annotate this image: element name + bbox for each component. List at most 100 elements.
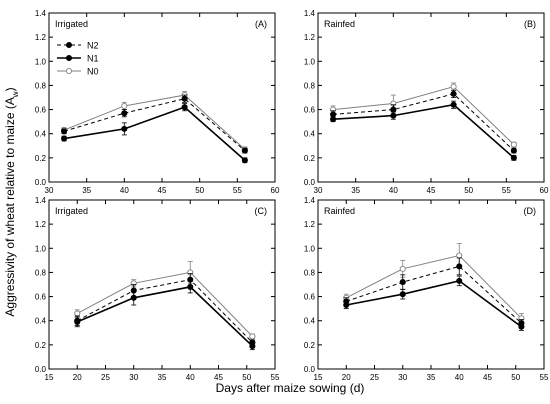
data-point [121,102,128,109]
data-point [518,323,525,330]
series-n0 [61,91,248,153]
data-point [121,110,128,117]
x-tick-label: 30 [314,186,323,195]
data-point [130,294,137,301]
data-point [74,310,81,317]
x-tick-label: 35 [82,186,91,195]
x-axis-title: Days after maize sowing (d) [216,381,365,395]
y-tick-label: 0.4 [304,130,316,139]
data-point [456,263,463,270]
series-line [333,86,515,145]
y-tick-label: 0.0 [304,365,316,374]
condition-label: Rainfed [324,19,355,29]
x-tick-label: 35 [158,373,167,382]
y-tick-label: 1.2 [304,33,316,42]
legend-marker [65,54,73,62]
y-axis-title-main: Aggressivity of wheat relative to maize … [3,97,17,316]
series-line [63,106,246,161]
y-tick-label: 0.4 [35,317,47,326]
panel-label: (A) [255,19,267,29]
series-n1 [74,280,256,351]
x-tick-label: 45 [483,373,492,382]
legend-label: N0 [87,67,99,77]
x-tick-label: 50 [464,186,473,195]
x-tick-label: 30 [398,373,407,382]
y-tick-label: 0.0 [304,178,316,187]
y-tick-label: 1.0 [304,57,316,66]
plot-frame [317,199,545,370]
y-tick-label: 1.4 [35,9,47,18]
data-point [181,104,188,111]
x-tick-label: 55 [271,373,280,382]
series-n2 [74,273,256,346]
legend-label: N2 [87,41,99,51]
series-n1 [343,275,525,331]
legend-marker [65,67,73,75]
series-line [77,279,253,343]
plot-frame [317,12,545,183]
x-tick-label: 45 [427,186,436,195]
y-tick-label: 0.6 [35,106,47,115]
x-tick-label: 40 [455,373,464,382]
x-tick-label: 60 [540,186,549,195]
series-n0 [330,82,517,148]
condition-label: Irrigated [55,206,88,216]
y-tick-label: 1.4 [304,9,316,18]
data-point [390,106,397,113]
data-point [510,154,517,161]
condition-label: Irrigated [55,19,88,29]
data-point [450,90,457,97]
legend: N2 N1 N0 [57,41,99,77]
x-tick-label: 20 [342,373,351,382]
x-tick-label: 35 [427,373,436,382]
x-tick-label: 45 [158,186,167,195]
y-tick-label: 0.8 [35,268,47,277]
series-n0 [343,243,525,324]
data-point [241,147,248,154]
data-point [74,318,81,325]
y-tick-label: 0.0 [35,178,47,187]
data-point [181,95,188,102]
y-tick-label: 0.2 [304,154,316,163]
x-tick-label: 15 [314,373,323,382]
x-tick-label: 15 [45,373,54,382]
x-tick-label: 45 [214,373,223,382]
y-tick-label: 1.2 [304,220,316,229]
x-tick-label: 40 [186,373,195,382]
y-tick-label: 1.0 [35,57,47,66]
panel-d: 15 20 25 30 35 40 45 50 55 0.0 0.2 0.4 0.6 0.8 1.0 1.2 1… [304,196,549,382]
y-tick-label: 0.4 [35,130,47,139]
data-point [187,283,194,290]
series-n2 [343,257,525,328]
x-tick-label: 55 [233,186,242,195]
x-tick-label: 55 [502,186,511,195]
series-line [77,271,253,337]
x-tick-label: 60 [271,186,280,195]
y-tick-label: 0.2 [304,341,316,350]
data-point [330,116,337,123]
y-tick-label: 0.6 [35,293,47,302]
legend-label: N1 [87,54,99,64]
y-tick-label: 0.2 [35,154,47,163]
panel-c: 15 20 25 30 35 40 45 50 55 0.0 0.2 0.4 0.6 0.8 1.0 1.2 1… [35,196,280,382]
series-n0 [74,261,256,340]
series-line [333,103,515,159]
plot-frame [48,199,276,370]
data-point [249,343,256,350]
data-point [450,101,457,108]
y-tick-label: 0.6 [304,106,316,115]
x-tick-label: 50 [242,373,251,382]
y-axis-title-end: ) [3,87,17,91]
y-tick-label: 0.4 [304,317,316,326]
data-point [399,279,406,286]
data-point [61,128,68,135]
condition-label: Rainfed [324,206,355,216]
x-tick-label: 35 [351,186,360,195]
data-point [121,125,128,132]
y-axis-title: Aggressivity of wheat relative to maize … [3,87,20,316]
y-tick-label: 0.8 [304,81,316,90]
x-tick-label: 30 [45,186,54,195]
y-axis-title-subscript: w [11,91,20,98]
data-point [343,301,350,309]
